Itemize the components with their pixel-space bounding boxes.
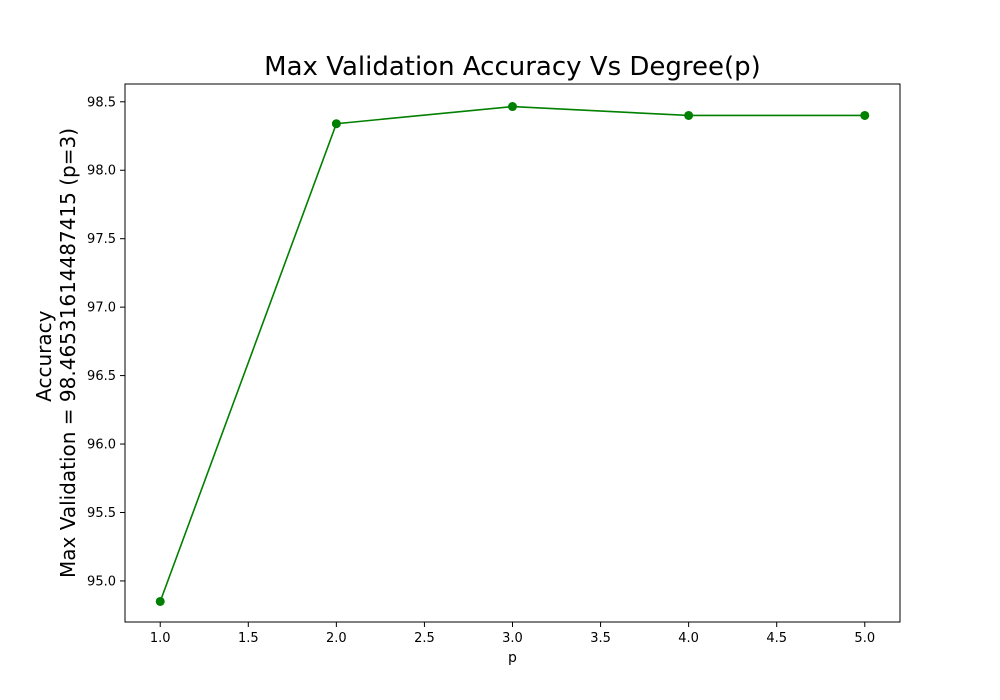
series-layer (155, 102, 870, 606)
y-tick-label: 98.5 (87, 95, 116, 110)
y-tick-label: 98.0 (87, 164, 116, 179)
x-tick-label: 2.5 (414, 631, 435, 646)
x-axis-label: p (508, 650, 517, 666)
x-tick-label: 1.0 (150, 631, 171, 646)
x-tick-label: 5.0 (854, 631, 875, 646)
y-axis-label-line-1: Accuracy (32, 310, 56, 401)
y-tick-label: 95.0 (87, 574, 116, 589)
plot-area: 1.0 1.5 2.0 2.5 3.0 3.5 4.0 4.5 5.0 95.0 95.5 96.0… (87, 83, 901, 646)
data-point (331, 119, 341, 129)
chart-title: Max Validation Accuracy Vs Degree(p) (264, 52, 761, 82)
x-tick-label: 4.5 (766, 631, 787, 646)
x-tick-label: 2.0 (326, 631, 347, 646)
x-tick-label: 3.5 (590, 631, 611, 646)
x-tick-label: 4.0 (678, 631, 699, 646)
y-axis-label: Accuracy Max Validation = 98.46531614487… (32, 128, 80, 578)
data-point (860, 110, 870, 120)
y-axis-label-line-2: Max Validation = 98.46531614487415 (p=3) (56, 128, 80, 578)
y-tick-label: 96.5 (87, 369, 116, 384)
y-tick-label: 97.0 (87, 301, 116, 316)
series-line (159, 105, 865, 602)
x-tick-label: 3.0 (502, 631, 523, 646)
data-point (684, 110, 694, 120)
plot-frame (124, 83, 901, 623)
x-tick-label: 1.5 (238, 631, 259, 646)
x-axis-ticks: 1.0 1.5 2.0 2.5 3.0 3.5 4.0 4.5 5.0 (150, 622, 875, 646)
y-tick-label: 95.5 (87, 506, 116, 521)
data-point (155, 596, 165, 606)
data-point (508, 102, 517, 112)
y-tick-label: 97.5 (87, 232, 116, 247)
y-tick-label: 96.0 (87, 438, 116, 453)
y-axis-ticks: 95.0 95.5 96.0 96.5 97.0 97.5 98.0 98.5 (87, 95, 125, 589)
